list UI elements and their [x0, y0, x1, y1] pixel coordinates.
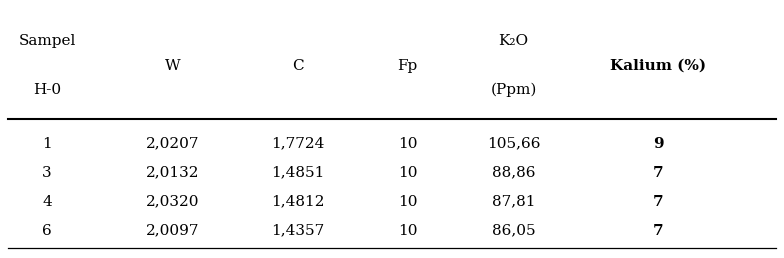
Text: 2,0132: 2,0132	[146, 166, 199, 180]
Text: 3: 3	[42, 166, 52, 180]
Text: 1,4357: 1,4357	[271, 224, 325, 238]
Text: 1,7724: 1,7724	[271, 136, 325, 150]
Text: 10: 10	[398, 195, 417, 208]
Text: Fp: Fp	[397, 59, 418, 73]
Text: W: W	[165, 59, 180, 73]
Text: (Ppm): (Ppm)	[490, 83, 537, 98]
Text: 7: 7	[653, 166, 664, 180]
Text: 2,0320: 2,0320	[146, 195, 199, 208]
Text: 105,66: 105,66	[487, 136, 540, 150]
Text: H-0: H-0	[33, 83, 61, 97]
Text: 2,0097: 2,0097	[146, 224, 199, 238]
Text: 2,0207: 2,0207	[146, 136, 199, 150]
Text: 87,81: 87,81	[492, 195, 535, 208]
Text: 7: 7	[653, 224, 664, 238]
Text: 10: 10	[398, 224, 417, 238]
Text: Kalium (%): Kalium (%)	[611, 59, 706, 73]
Text: 1,4812: 1,4812	[271, 195, 325, 208]
Text: 1,4851: 1,4851	[271, 166, 325, 180]
Text: K₂O: K₂O	[499, 34, 528, 48]
Text: 7: 7	[653, 195, 664, 208]
Text: 6: 6	[42, 224, 52, 238]
Text: 88,86: 88,86	[492, 166, 535, 180]
Text: C: C	[292, 59, 303, 73]
Text: 10: 10	[398, 136, 417, 150]
Text: Sampel: Sampel	[18, 34, 76, 48]
Text: 86,05: 86,05	[492, 224, 535, 238]
Text: 10: 10	[398, 166, 417, 180]
Text: 4: 4	[42, 195, 52, 208]
Text: 1: 1	[42, 136, 52, 150]
Text: 9: 9	[653, 136, 664, 150]
